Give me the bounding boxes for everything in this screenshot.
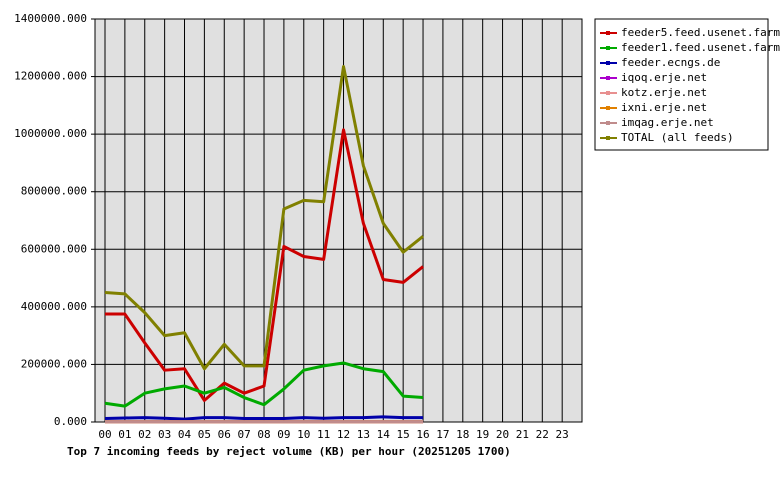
x-tick-label: 01 <box>118 428 131 441</box>
x-tick-label: 20 <box>496 428 509 441</box>
legend-label: TOTAL (all feeds) <box>621 131 734 144</box>
series-line <box>104 415 424 421</box>
legend-marker <box>606 121 610 125</box>
x-tick-label: 21 <box>516 428 529 441</box>
legend-label: kotz.erje.net <box>621 86 707 99</box>
chart-title: Top 7 incoming feeds by reject volume (K… <box>67 445 511 458</box>
legend-marker <box>606 106 610 110</box>
y-tick-label: 200000.000 <box>21 357 87 370</box>
legend-marker <box>606 91 610 95</box>
series-line <box>104 64 424 371</box>
y-tick-label: 1400000.000 <box>14 12 87 25</box>
x-tick-label: 15 <box>397 428 410 441</box>
y-tick-label: 600000.000 <box>21 242 87 255</box>
x-tick-label: 16 <box>416 428 429 441</box>
x-tick-label: 00 <box>98 428 111 441</box>
legend-marker <box>606 61 610 65</box>
legend-marker <box>606 31 610 35</box>
x-tick-label: 10 <box>297 428 310 441</box>
x-tick-label: 09 <box>277 428 290 441</box>
x-tick-label: 07 <box>238 428 251 441</box>
x-tick-label: 12 <box>337 428 350 441</box>
legend-marker <box>606 136 610 140</box>
x-tick-label: 06 <box>218 428 231 441</box>
x-tick-label: 22 <box>536 428 549 441</box>
x-tick-label: 04 <box>178 428 192 441</box>
legend <box>594 18 769 151</box>
y-tick-label: 1200000.000 <box>14 70 87 83</box>
legend-label: feeder1.feed.usenet.farm <box>621 41 780 54</box>
x-tick-label: 17 <box>436 428 449 441</box>
x-tick-label: 19 <box>476 428 489 441</box>
legend-label: feeder.ecngs.de <box>621 56 720 69</box>
y-tick-label: 800000.000 <box>21 185 87 198</box>
x-tick-label: 02 <box>138 428 151 441</box>
x-tick-label: 23 <box>556 428 569 441</box>
legend-marker <box>606 46 610 50</box>
y-tick-label: 400000.000 <box>21 300 87 313</box>
x-tick-label: 03 <box>158 428 171 441</box>
x-tick-label: 13 <box>357 428 370 441</box>
x-tick-label: 11 <box>317 428 330 441</box>
legend-label: ixni.erje.net <box>621 101 707 114</box>
x-tick-label: 14 <box>377 428 391 441</box>
y-tick-label: 1000000.000 <box>14 127 87 140</box>
legend-label: iqoq.erje.net <box>621 71 707 84</box>
legend-label: imqag.erje.net <box>621 116 714 129</box>
legend-marker <box>606 76 610 80</box>
plot-area <box>94 18 583 423</box>
x-tick-label: 05 <box>198 428 211 441</box>
y-tick-label: 0.000 <box>54 415 87 428</box>
legend-label: feeder5.feed.usenet.farm <box>621 26 780 39</box>
series-line <box>104 361 424 408</box>
x-tick-label: 08 <box>257 428 270 441</box>
x-tick-label: 18 <box>456 428 469 441</box>
series-line <box>105 128 424 402</box>
